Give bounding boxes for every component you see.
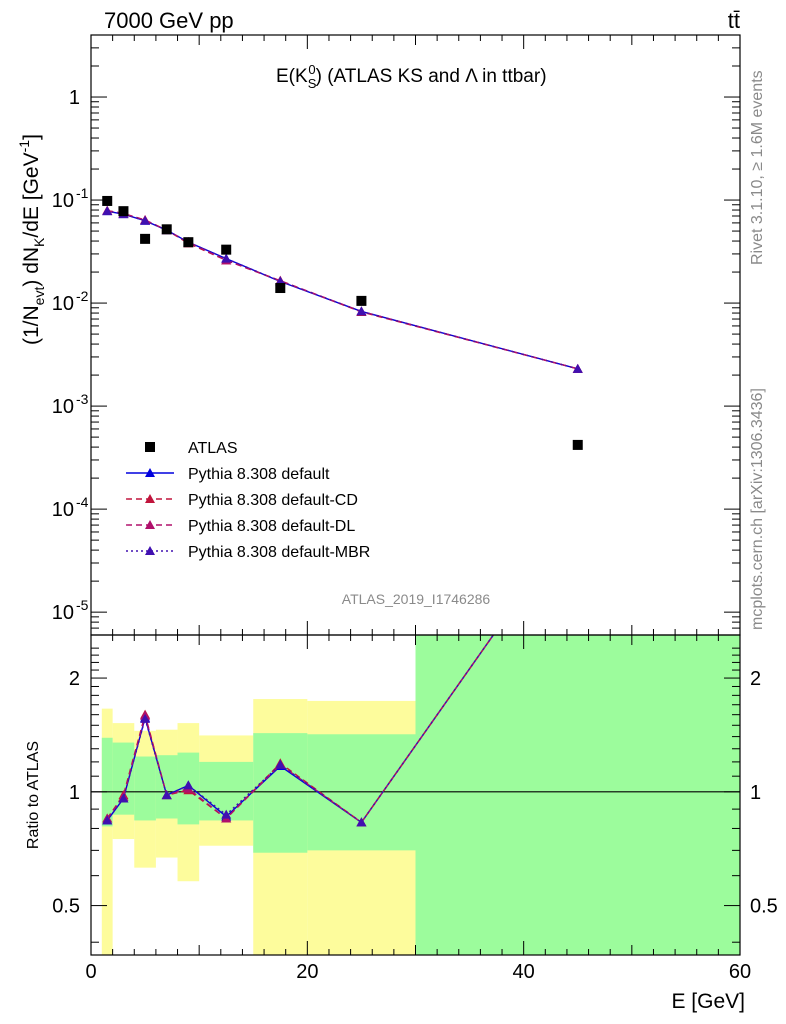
ratio-y-tick-label-r-1: 1 [750, 782, 761, 804]
ratio-y-tick-label-r-2: 2 [750, 668, 761, 690]
legend-label-1: Pythia 8.308 default [188, 466, 330, 483]
ratio-uncertainty-bands [101, 635, 740, 955]
legend-marker-0 [145, 442, 155, 452]
ratio-series-group [102, 635, 495, 827]
axis-ticks [90, 34, 741, 955]
main-y-tick-exp-3: -3 [76, 391, 89, 407]
data-point-3 [161, 224, 172, 235]
plot-title-post: ) (ATLAS KS and Λ in ttbar) [316, 66, 547, 87]
x-tick-label-2: 40 [513, 961, 535, 983]
stat-band-8 [415, 635, 740, 955]
main-y-tick-exp-2: -2 [76, 288, 89, 304]
legend-marker-1 [145, 468, 155, 477]
main-marker-4-0 [102, 206, 113, 216]
x-axis-label: E [GeV] [671, 990, 745, 1013]
main-y-tick-label-3: 10 [52, 396, 74, 418]
data-point-7 [356, 295, 367, 306]
data-point-8 [572, 439, 583, 450]
main-y-tick-exp-4: -4 [76, 494, 89, 510]
ratio-y-tick-label-0: 0.5 [52, 896, 80, 918]
data-point-1 [118, 206, 129, 217]
x-tick-label-3: 60 [729, 961, 751, 983]
data-point-2 [140, 233, 151, 244]
ratio-marker-3-5 [221, 809, 232, 819]
ratio-marker-3-1 [118, 793, 129, 803]
main-marker-4-6 [275, 276, 286, 286]
ratio-marker-3-4 [183, 780, 194, 790]
legend-label-3: Pythia 8.308 default-DL [188, 518, 355, 535]
stat-band-1 [112, 742, 135, 815]
legend-marker-4 [145, 546, 155, 555]
plot-title: E(KS0) (ATLAS KS and Λ in ttbar) [276, 62, 547, 91]
plot-title-sup: 0 [308, 62, 315, 77]
ratio-marker-3-3 [161, 790, 172, 800]
data-point-5 [221, 244, 232, 255]
plot-title-pre: E(K [276, 66, 308, 87]
ratio-marker-3-7 [356, 817, 367, 827]
main-y-axis-label: (1/Nevt) dNK/dE [GeV-1] [16, 134, 47, 345]
legend-label-2: Pythia 8.308 default-CD [188, 492, 358, 509]
data-point-0 [102, 195, 113, 206]
ratio-y-tick-label-1: 1 [69, 782, 80, 804]
main-y-tick-label-2: 10 [52, 293, 74, 315]
ratio-y-tick-label-r-0: 0.5 [750, 896, 778, 918]
stat-band-3 [155, 755, 178, 819]
ratio-marker-3-2 [140, 713, 151, 723]
ratio-marker-3-6 [275, 759, 286, 769]
plot-title-sub: S [308, 76, 317, 91]
main-line-4 [107, 210, 578, 370]
analysis-tag: ATLAS_2019_I1746286 [342, 591, 491, 607]
legend-marker-2 [145, 494, 155, 503]
main-marker-4-2 [140, 215, 151, 225]
main-y-tick-label-0: 1 [69, 87, 80, 109]
stat-band-0 [101, 737, 113, 827]
main-marker-4-8 [572, 363, 583, 373]
total-band-0 [101, 708, 113, 955]
mcplots-label: mcplots.cern.ch [arXiv:1306.3436] [749, 388, 766, 630]
legend: ATLAS Pythia 8.308 default Pythia 8.308 de… [126, 440, 370, 561]
ratio-marker-3-0 [102, 815, 113, 825]
main-line-2 [107, 209, 578, 370]
rivet-version-label: Rivet 3.1.10, ≥ 1.6M events [749, 70, 766, 265]
main-marker-4-7 [356, 306, 367, 316]
main-line-1 [107, 210, 578, 370]
header-beam-energy: 7000 GeV pp [104, 8, 234, 33]
main-line-3 [107, 209, 578, 370]
legend-label-0: ATLAS [188, 440, 238, 457]
x-tick-label-1: 20 [296, 961, 318, 983]
data-point-4 [183, 237, 194, 248]
stat-band-6 [253, 733, 308, 853]
x-tick-label-0: 0 [85, 961, 96, 983]
main-series-group [102, 195, 583, 450]
legend-label-4: Pythia 8.308 default-MBR [188, 544, 370, 561]
stat-band-2 [134, 756, 156, 821]
data-point-6 [275, 283, 286, 294]
ratio-line-3 [106, 635, 495, 824]
main-y-tick-exp-1: -1 [76, 185, 89, 201]
main-y-tick-exp-5: -5 [76, 597, 89, 613]
header-process: tt̄ [728, 8, 740, 33]
main-marker-4-5 [221, 253, 232, 263]
legend-marker-3 [145, 520, 155, 529]
ratio-y-tick-label-2: 2 [69, 668, 80, 690]
main-y-tick-label-1: 10 [52, 190, 74, 212]
main-y-tick-label-5: 10 [52, 602, 74, 624]
ratio-y-axis-label: Ratio to ATLAS [25, 741, 42, 849]
main-y-tick-label-4: 10 [52, 499, 74, 521]
